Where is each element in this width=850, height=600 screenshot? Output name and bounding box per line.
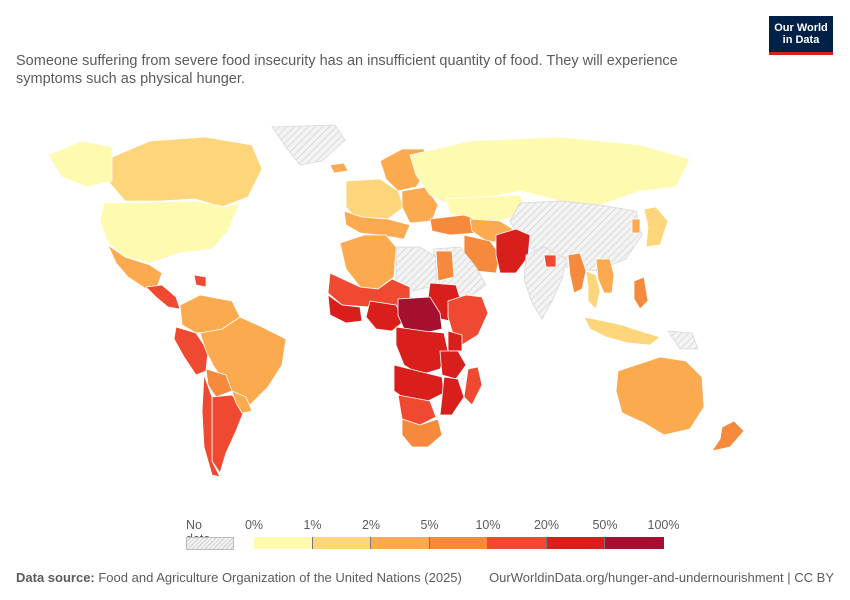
region-afghanistan-pakistan[interactable] [495,228,531,274]
legend-tick: 1% [303,518,322,532]
world-map [47,124,745,478]
region-alaska[interactable] [47,140,113,188]
source-link[interactable]: OurWorldinData.org/hunger-and-undernouri… [489,570,784,585]
region-brazil[interactable] [199,316,287,408]
region-russia[interactable] [409,136,691,206]
legend-tick: 0% [244,518,264,532]
no-data-swatch[interactable] [186,537,234,550]
region-tanzania[interactable] [439,350,467,380]
region-korea[interactable] [631,218,641,234]
source-text: Food and Agriculture Organization of the… [94,570,462,585]
region-nigeria[interactable] [365,300,405,332]
region-vietnam-laos[interactable] [595,258,615,294]
region-bolivia[interactable] [205,368,233,398]
map-regions [47,124,745,478]
region-kenya[interactable] [447,330,463,352]
region-malaysia-indonesia[interactable] [583,316,661,346]
region-new-zealand[interactable] [711,420,745,452]
legend-tick: 10% [475,518,501,532]
region-south-africa[interactable] [401,418,443,448]
legend-bin[interactable] [254,537,313,549]
region-greenland[interactable] [271,124,346,166]
region-paraguay-uruguay[interactable] [231,390,253,414]
region-iceland[interactable] [329,162,349,174]
region-usa[interactable] [99,200,241,264]
region-canada[interactable] [107,136,263,208]
region-chad-car[interactable] [397,296,443,334]
footer-source: Data source: Food and Agriculture Organi… [16,570,462,585]
legend-tick: 5% [420,518,439,532]
region-png[interactable] [667,330,699,350]
chart-subtitle: Someone suffering from severe food insec… [16,53,678,87]
region-myanmar[interactable] [567,252,587,294]
region-peru-ecuador[interactable] [173,326,209,376]
legend-bin[interactable] [605,537,664,549]
legend-bins [254,537,664,549]
source-label: Data source: [16,570,95,585]
legend-tick: 50% [592,518,618,532]
region-mexico[interactable] [107,243,163,290]
legend-bin[interactable] [312,537,371,549]
region-thailand[interactable] [585,270,601,310]
region-central-america[interactable] [145,284,181,310]
region-europe-south[interactable] [343,210,411,240]
legend-bin[interactable] [429,537,488,549]
legend-bin[interactable] [371,537,430,549]
region-morocco-algeria[interactable] [339,234,397,290]
logo-line-1: Our World [774,22,828,34]
legend-tick: 100% [647,518,680,532]
legend-tick: 20% [533,518,560,532]
footer-link: OurWorldinData.org/hunger-and-undernouri… [489,570,834,585]
region-bangladesh[interactable] [543,254,557,268]
legend-bin[interactable] [546,537,605,549]
owid-logo[interactable]: Our World in Data [769,16,833,55]
region-egypt[interactable] [435,250,455,282]
legend-tick: 2% [361,518,381,532]
region-haiti[interactable] [193,274,207,288]
license-text: | CC BY [783,570,834,585]
region-japan[interactable] [643,206,669,248]
region-europe-west[interactable] [345,178,405,224]
region-west-africa-coast[interactable] [327,294,363,324]
region-madagascar[interactable] [463,366,483,406]
legend-bin[interactable] [488,537,547,549]
logo-line-2: in Data [782,34,820,46]
region-mozambique-malawi[interactable] [439,376,465,416]
region-philippines[interactable] [633,276,649,310]
region-drc-congo[interactable] [395,326,449,376]
region-australia[interactable] [615,356,705,436]
region-ethiopia-somalia[interactable] [447,294,489,346]
region-namibia-botswana[interactable] [397,394,437,426]
region-angola-zambia[interactable] [393,364,445,402]
region-chile[interactable] [201,374,221,478]
